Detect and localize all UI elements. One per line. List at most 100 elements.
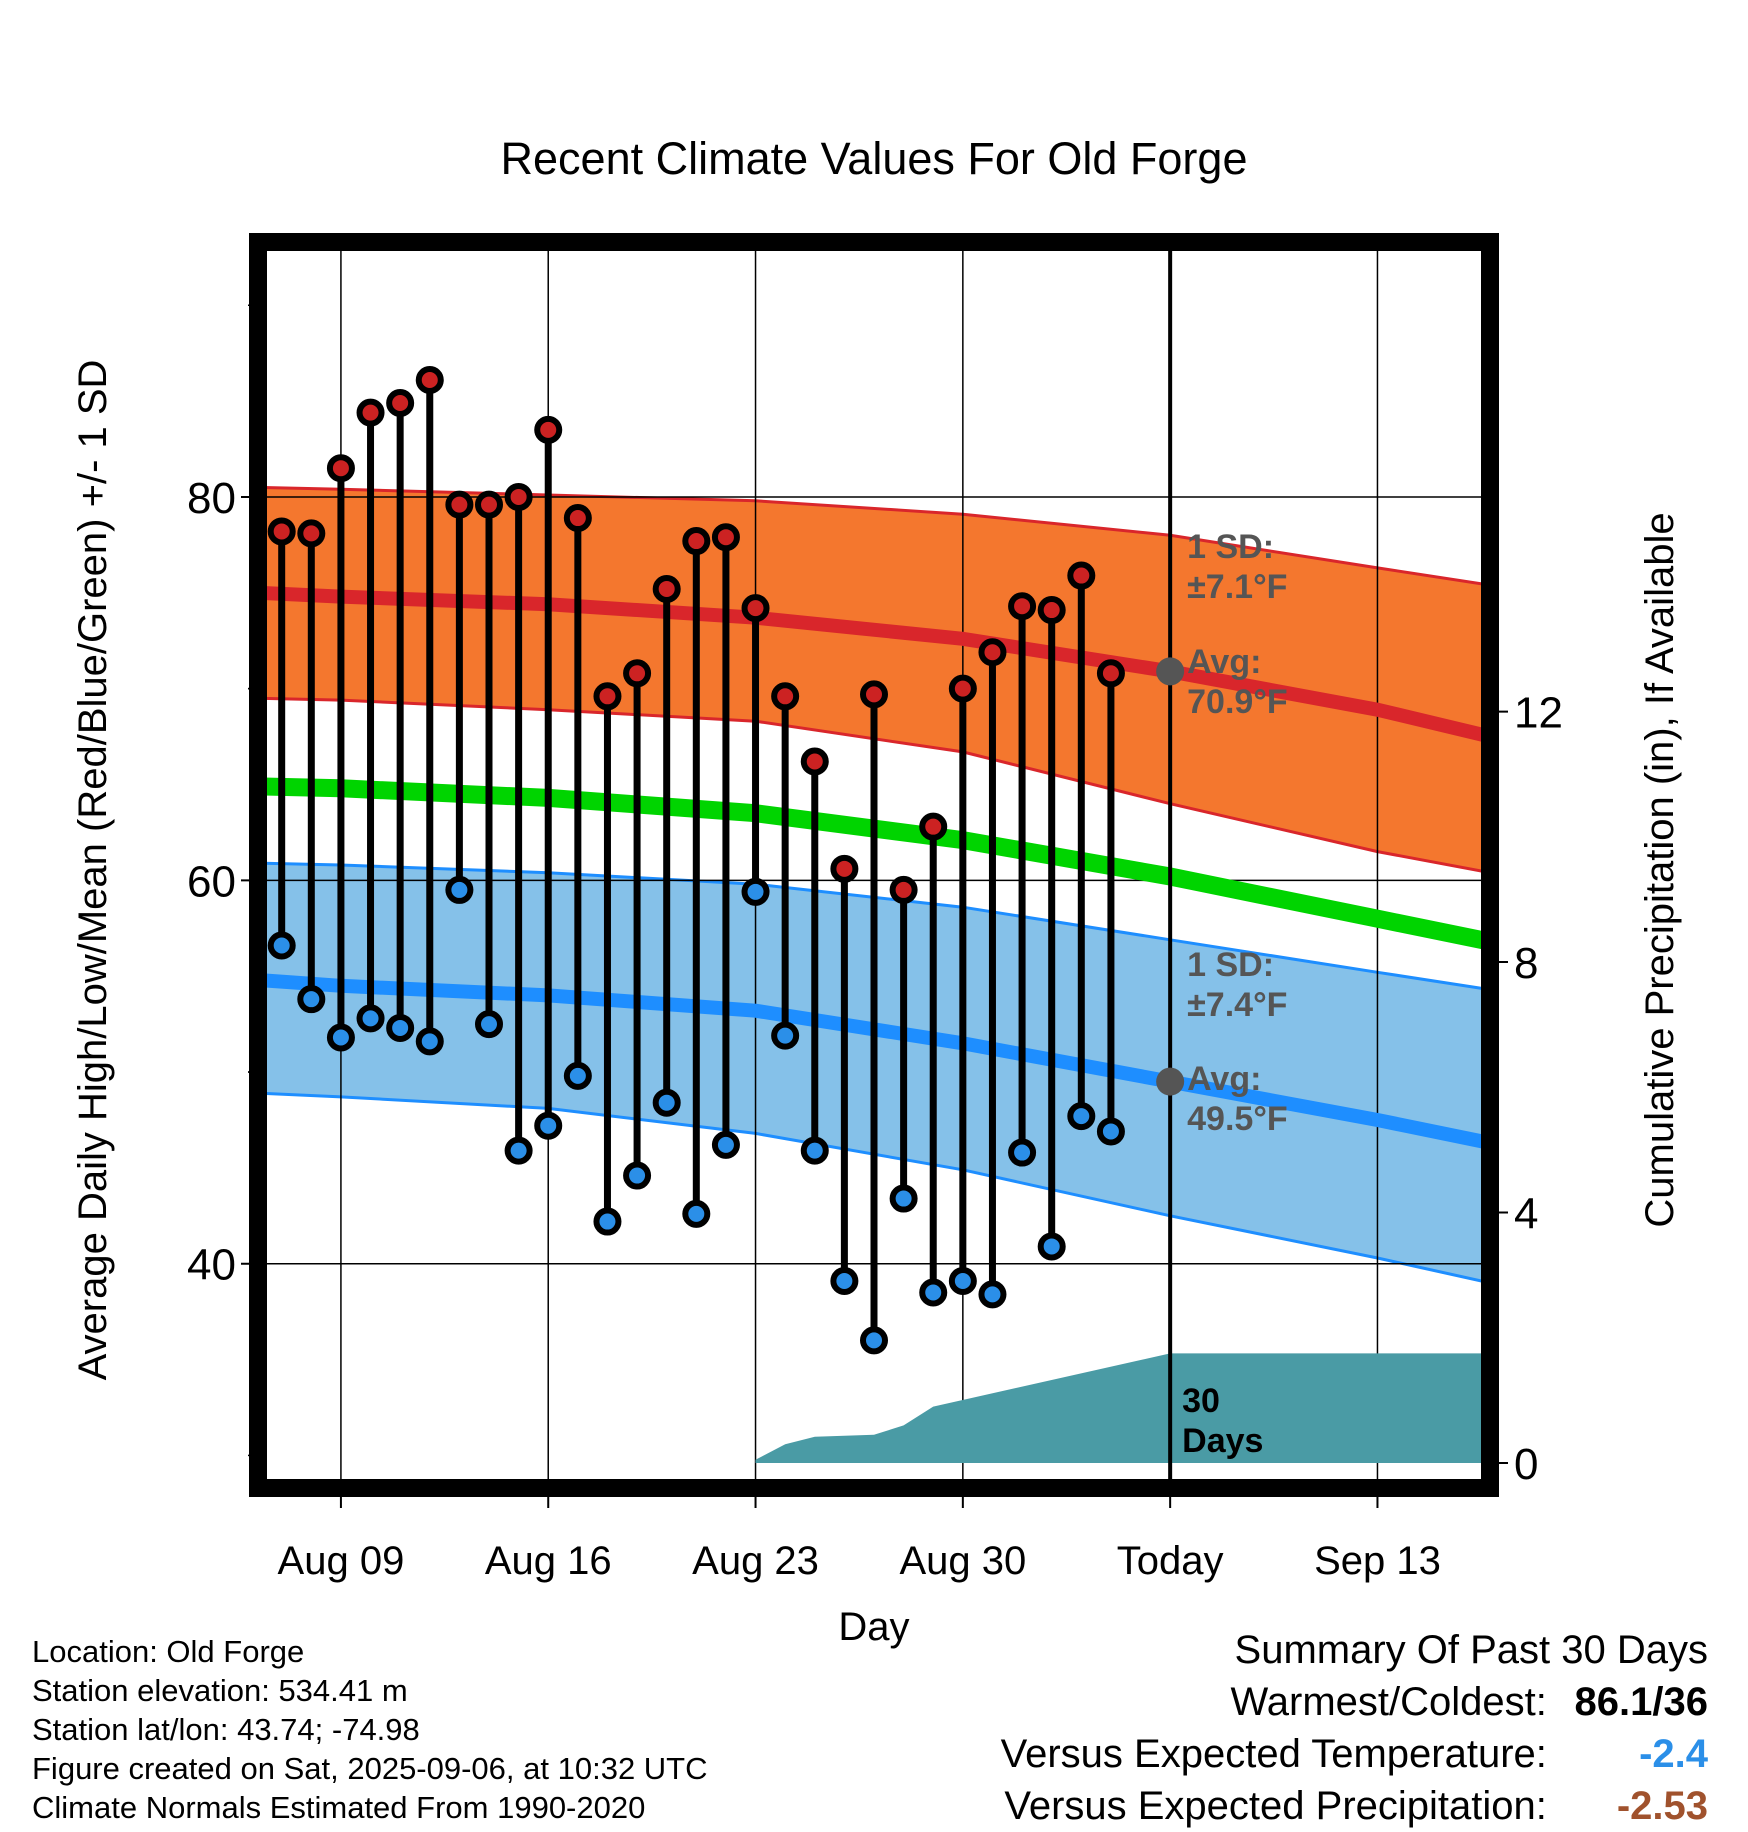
precip-days-annotation-line: Days: [1182, 1422, 1263, 1460]
low-sd-annotation-line: 1 SD:: [1187, 946, 1274, 984]
precip-days-annotation-line: 30: [1182, 1382, 1220, 1420]
precip-days-annotation: 30 Days: [1182, 1382, 1263, 1460]
daily-high-point: [948, 674, 977, 703]
daily-low-point: [919, 1278, 948, 1307]
summary-warm-cold: Warmest/Coldest: 86.1/36: [1001, 1676, 1709, 1728]
y2-tick-label: 8: [1514, 939, 1538, 988]
high-normal-band-lower-edge: [258, 696, 1490, 875]
warm-cold-value: 86.1/36: [1574, 1680, 1708, 1724]
daily-low-point: [623, 1161, 652, 1190]
daily-high-point: [297, 519, 326, 548]
daily-high-point: [563, 504, 592, 533]
summary-panel: Summary Of Past 30 Days Warmest/Coldest:…: [1001, 1624, 1708, 1832]
daily-high-point: [800, 747, 829, 776]
daily-low-point: [504, 1136, 533, 1165]
summary-title: Summary Of Past 30 Days: [1234, 1628, 1708, 1672]
y2-tick-label: 0: [1514, 1440, 1538, 1489]
daily-high-point: [1008, 592, 1037, 621]
low-normal-band-upper-edge: [258, 861, 1490, 992]
daily-high-point: [889, 875, 918, 904]
created-text: Figure created on Sat, 2025-09-06, at 10…: [32, 1751, 708, 1786]
daily-low-point: [475, 1010, 503, 1039]
station-info: Location: Old Forge Station elevation: 5…: [32, 1632, 708, 1827]
x-tick-label: Aug 23: [692, 1539, 819, 1583]
daily-low-point: [356, 1004, 385, 1033]
x-tick-label: Today: [1117, 1539, 1224, 1583]
x-tick-label: Aug 09: [278, 1539, 405, 1583]
daily-high-point: [1037, 596, 1066, 625]
daily-high-point: [356, 398, 385, 427]
daily-high-point: [475, 490, 503, 519]
low-sd-annotation-line: ±7.4°F: [1187, 986, 1287, 1024]
today-low-avg-point: [1156, 1067, 1185, 1096]
precip-label: Versus Expected Precipitation:: [1004, 1784, 1547, 1828]
daily-high-point: [652, 574, 681, 603]
precip-area: [755, 1353, 1490, 1463]
high-normal-band: [258, 487, 1490, 873]
daily-low-point: [1067, 1102, 1096, 1131]
y2-tick-label: 4: [1514, 1190, 1538, 1239]
latlon-text: Station lat/lon: 43.74; -74.98: [32, 1712, 420, 1747]
daily-low-point: [563, 1061, 592, 1090]
high-sd-annotation-line: 1 SD:: [1187, 528, 1274, 566]
daily-low-point: [386, 1013, 415, 1042]
low-avg-annotation-line: 49.5°F: [1187, 1100, 1288, 1138]
summary-temp: Versus Expected Temperature: -2.4: [1001, 1728, 1708, 1780]
today-high-avg-point: [1156, 657, 1185, 686]
high-sd-annotation-line: ±7.1°F: [1187, 568, 1287, 606]
low-avg-annotation: Avg: 49.5°F: [1187, 1060, 1288, 1138]
daily-high-point: [830, 854, 859, 883]
daily-high-point: [534, 415, 563, 444]
daily-low-point: [741, 877, 770, 906]
daily-low-point: [297, 985, 326, 1014]
daily-low-point: [800, 1136, 829, 1165]
high-sd-annotation: 1 SD: ±7.1°F: [1187, 528, 1287, 606]
daily-high-point: [504, 482, 533, 511]
daily-high-point: [445, 490, 474, 519]
high-avg-annotation: Avg: 70.9°F: [1187, 643, 1288, 721]
daily-high-point: [326, 454, 355, 483]
daily-low-point: [415, 1027, 444, 1056]
daily-high-point: [593, 682, 622, 711]
plot-frame: [249, 233, 1499, 1497]
daily-low-point: [593, 1207, 622, 1236]
daily-high-point: [1067, 561, 1096, 590]
y2-tick-label: 12: [1514, 689, 1563, 738]
high-normal-band-upper-edge: [258, 485, 1490, 587]
daily-low-point: [445, 875, 474, 904]
warm-cold-label: Warmest/Coldest:: [1230, 1680, 1547, 1724]
daily-low-point: [978, 1280, 1007, 1309]
daily-low-point: [1037, 1232, 1066, 1261]
y-tick-label: 80: [187, 474, 236, 523]
x-tick-label: Sep 13: [1314, 1539, 1441, 1583]
daily-low-point: [1096, 1117, 1125, 1146]
daily-high-point: [386, 389, 415, 418]
low-normal-band-lower-edge: [258, 1091, 1490, 1285]
x-tick-label: Aug 30: [899, 1539, 1026, 1583]
precip-value: -2.53: [1616, 1784, 1708, 1828]
low-sd-annotation: 1 SD: ±7.4°F: [1187, 946, 1287, 1024]
y-tick-label: 60: [187, 857, 236, 906]
daily-low-point: [771, 1021, 800, 1050]
daily-low-point: [652, 1088, 681, 1117]
daily-high-point: [978, 638, 1007, 667]
daily-low-point: [889, 1184, 918, 1213]
daily-high-point: [415, 366, 444, 395]
chart-title: Recent Climate Values For Old Forge: [501, 133, 1248, 184]
low-normal-line: [258, 973, 1490, 1150]
daily-low-point: [1008, 1138, 1037, 1167]
daily-high-point: [1096, 659, 1125, 688]
daily-low-point: [711, 1130, 740, 1159]
normals-text: Climate Normals Estimated From 1990-2020: [32, 1790, 646, 1825]
daily-low-point: [948, 1266, 977, 1295]
daily-high-point: [919, 812, 948, 841]
elevation-text: Station elevation: 534.41 m: [32, 1673, 408, 1708]
high-normal-line: [258, 585, 1490, 744]
low-avg-annotation-line: Avg:: [1187, 1060, 1261, 1098]
daily-high-point: [623, 659, 652, 688]
daily-low-point: [682, 1199, 711, 1228]
temp-label: Versus Expected Temperature:: [1000, 1732, 1547, 1776]
daily-low-point: [326, 1023, 355, 1052]
